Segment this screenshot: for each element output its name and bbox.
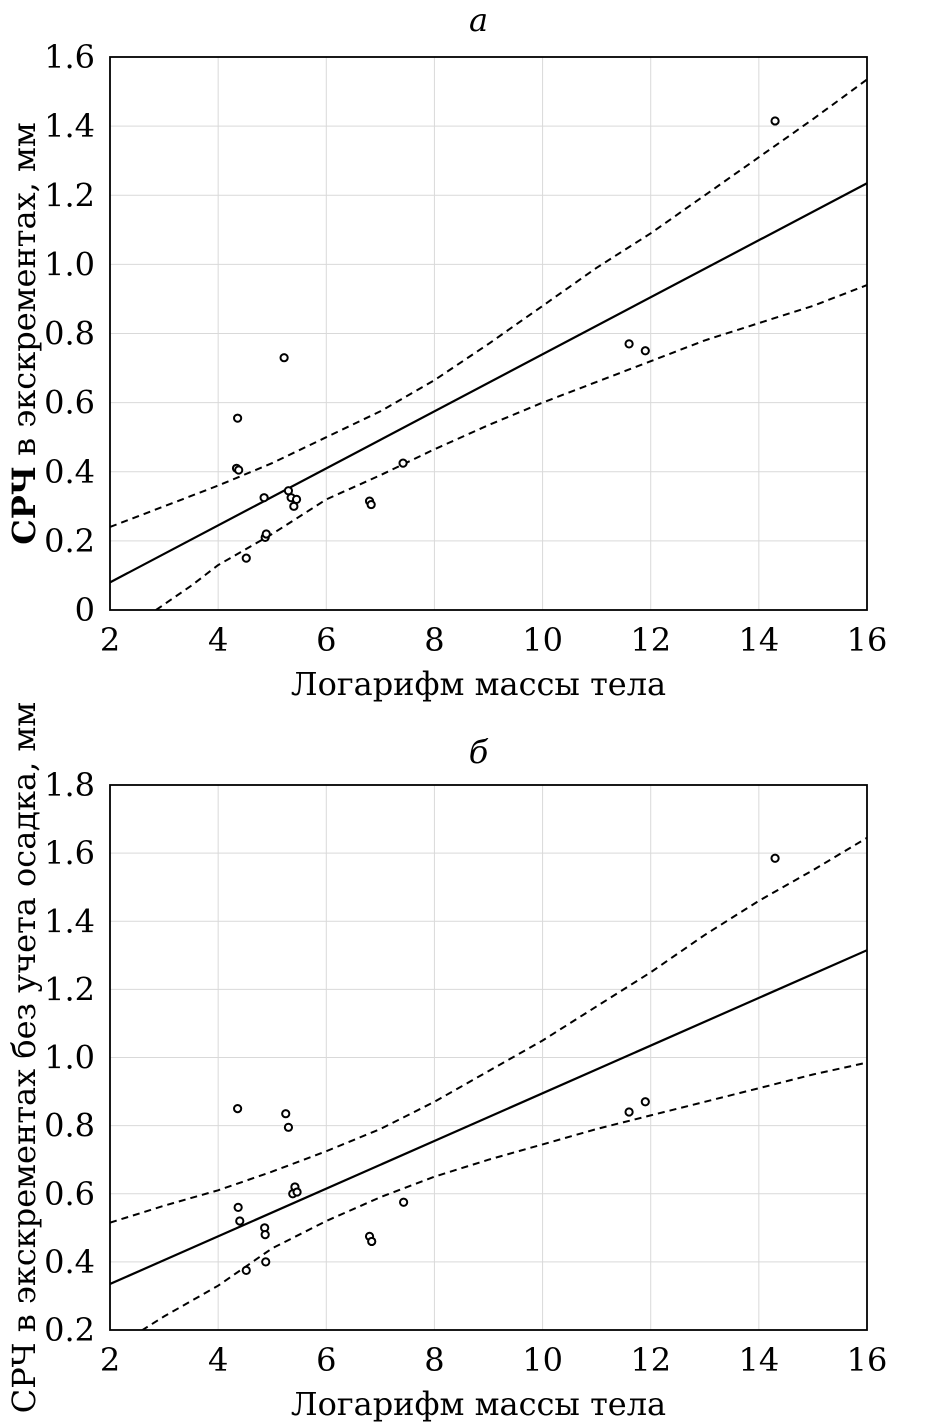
y-tick-label: 0.6 <box>44 1175 95 1213</box>
data-point <box>770 116 780 126</box>
y-tick-label: 0.4 <box>44 1243 95 1281</box>
data-point <box>259 493 269 503</box>
x-tick-label: 12 <box>630 1341 671 1379</box>
data-point <box>260 1230 270 1240</box>
regression-line <box>110 949 867 1286</box>
data-point <box>261 529 271 539</box>
plot-frame <box>109 784 868 1331</box>
data-point <box>640 346 650 356</box>
data-point <box>398 458 408 468</box>
y-tick-label: 1.0 <box>44 1039 95 1077</box>
y-tick-label: 1.8 <box>44 766 95 804</box>
x-axis-title: Логарифм массы тела <box>291 665 666 703</box>
x-axis-title: Логарифм массы тела <box>291 1385 666 1423</box>
x-tick-label: 2 <box>100 1341 120 1379</box>
x-tick-label: 8 <box>424 621 444 659</box>
x-tick-label: 14 <box>738 621 779 659</box>
panel-title: а <box>469 1 488 39</box>
data-point <box>366 499 376 510</box>
y-tick-label: 0.2 <box>44 1311 95 1349</box>
data-point <box>279 353 289 363</box>
y-axis-title-prefix: СРЧ <box>5 466 43 545</box>
y-tick-label: 0.2 <box>44 522 95 560</box>
data-point <box>367 1236 377 1247</box>
y-tick-label: 0.8 <box>44 315 95 353</box>
x-tick-label: 14 <box>738 1341 779 1379</box>
data-point <box>261 1257 271 1267</box>
ci-lower-line <box>155 284 867 610</box>
data-point <box>233 1202 243 1212</box>
x-tick-label: 4 <box>208 1341 228 1379</box>
regression-line <box>110 182 867 584</box>
y-tick-label: 1.4 <box>44 902 95 940</box>
x-tick-label: 10 <box>522 621 563 659</box>
data-point <box>234 465 244 475</box>
chart-panel-1: 2 4 6 8 10 12 14 16 0 0.2 0.4 0.6 0.8 1.0 1.2 1.4 1.6 а Ло… <box>5 1 887 703</box>
data-point <box>292 1187 302 1197</box>
y-axis-title: СРЧ в экскрементах, мм <box>5 122 43 544</box>
x-tick-label: 12 <box>630 621 671 659</box>
chart-panel-2: 2 4 6 8 10 12 14 16 0.2 0.4 0.6 0.8 1.0 1.2 1.4 1.6 1.8 б… <box>5 702 887 1423</box>
panel-title: б <box>469 733 489 771</box>
data-point <box>233 413 243 423</box>
x-tick-label: 2 <box>100 621 120 659</box>
x-tick-label: 16 <box>847 621 888 659</box>
ci-lower-line <box>140 1061 867 1330</box>
x-tick-label: 4 <box>208 621 228 659</box>
ci-upper-line <box>110 78 867 528</box>
data-point <box>640 1097 650 1107</box>
y-axis-title-rest: СРЧ в экскрементах без учета осадка, мм <box>5 702 43 1413</box>
y-tick-label: 1.6 <box>44 834 95 872</box>
data-point <box>241 1265 251 1275</box>
data-point <box>624 339 634 349</box>
y-tick-label: 1.2 <box>44 176 95 214</box>
y-tick-label: 1.6 <box>44 38 95 76</box>
y-axis-title-rest: в экскрементах, мм <box>5 122 43 466</box>
y-axis-title: СРЧ в экскрементах без учета осадка, мм <box>5 702 43 1413</box>
y-tick-label: 1.0 <box>44 245 95 283</box>
data-point <box>291 494 302 504</box>
data-point <box>399 1197 409 1207</box>
x-tick-label: 10 <box>522 1341 563 1379</box>
plot-frame <box>109 56 868 611</box>
y-tick-label: 1.2 <box>44 970 95 1008</box>
y-tick-label: 1.4 <box>44 107 95 145</box>
data-point <box>235 1216 245 1226</box>
y-tick-label: 0.4 <box>44 453 95 491</box>
data-point <box>624 1107 634 1117</box>
y-tick-label: 0 <box>75 591 95 629</box>
x-tick-label: 8 <box>424 1341 444 1379</box>
data-point <box>283 1122 294 1132</box>
ci-upper-line <box>110 836 867 1224</box>
y-tick-label: 0.8 <box>44 1107 95 1145</box>
data-point <box>241 553 251 563</box>
data-point <box>770 853 780 863</box>
x-tick-label: 6 <box>316 1341 336 1379</box>
y-tick-label: 0.6 <box>44 384 95 422</box>
data-point <box>281 1109 291 1119</box>
data-point <box>233 1103 243 1114</box>
x-tick-label: 6 <box>316 621 336 659</box>
x-tick-label: 16 <box>847 1341 888 1379</box>
